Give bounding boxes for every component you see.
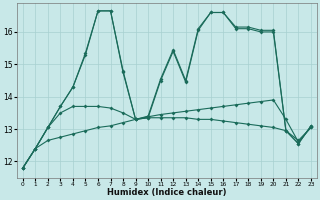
X-axis label: Humidex (Indice chaleur): Humidex (Indice chaleur) [107, 188, 227, 197]
